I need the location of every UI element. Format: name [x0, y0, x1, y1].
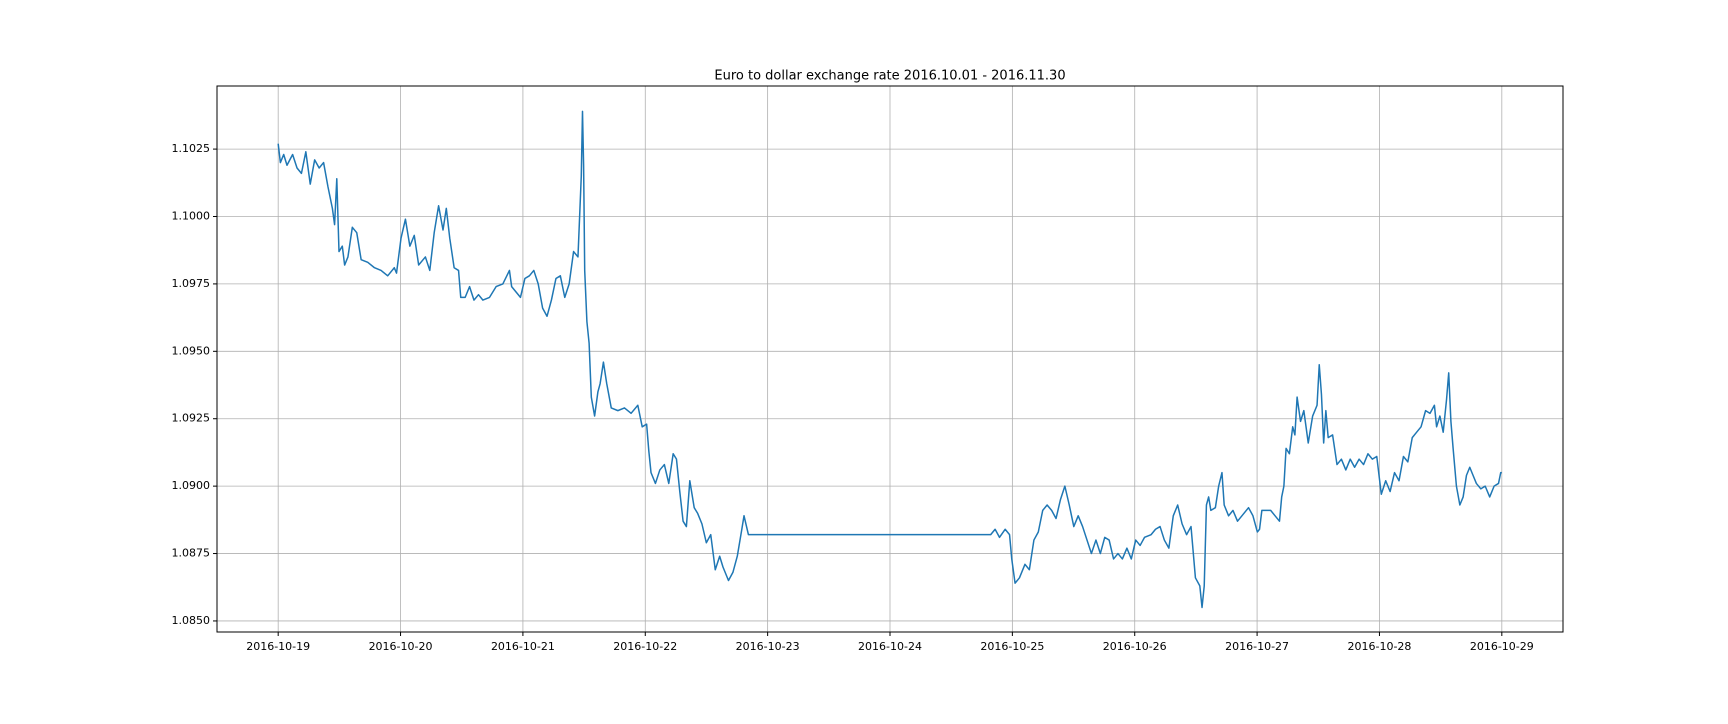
x-tick-label: 2016-10-22 — [613, 640, 677, 653]
y-tick-label: 1.0975 — [172, 277, 211, 290]
x-tick-label: 2016-10-25 — [980, 640, 1044, 653]
y-tick-label: 1.0925 — [172, 412, 211, 425]
y-tick-label: 1.0950 — [172, 344, 211, 357]
ticks: 2016-10-19 2016-10-20 2016-10-21 2016-10-22… — [172, 142, 1534, 653]
y-tick-label: 1.1000 — [172, 210, 211, 223]
x-tick-label: 2016-10-24 — [858, 640, 922, 653]
x-tick-label: 2016-10-20 — [369, 640, 433, 653]
x-tick-label: 2016-10-29 — [1470, 640, 1534, 653]
grid — [217, 86, 1563, 632]
y-tick-label: 1.0850 — [172, 614, 211, 627]
x-tick-label: 2016-10-23 — [736, 640, 800, 653]
chart-title: Euro to dollar exchange rate 2016.10.01 … — [714, 69, 1065, 84]
plot-area — [277, 110, 1502, 609]
y-tick-label: 1.0900 — [172, 479, 211, 492]
x-tick-label: 2016-10-19 — [246, 640, 310, 653]
x-tick-label: 2016-10-27 — [1225, 640, 1289, 653]
y-tick-label: 1.0875 — [172, 547, 211, 560]
x-tick-label: 2016-10-26 — [1103, 640, 1167, 653]
y-tick-label: 1.1025 — [172, 142, 211, 155]
x-tick-label: 2016-10-28 — [1347, 640, 1411, 653]
x-tick-label: 2016-10-21 — [491, 640, 555, 653]
data-line — [277, 110, 1502, 609]
